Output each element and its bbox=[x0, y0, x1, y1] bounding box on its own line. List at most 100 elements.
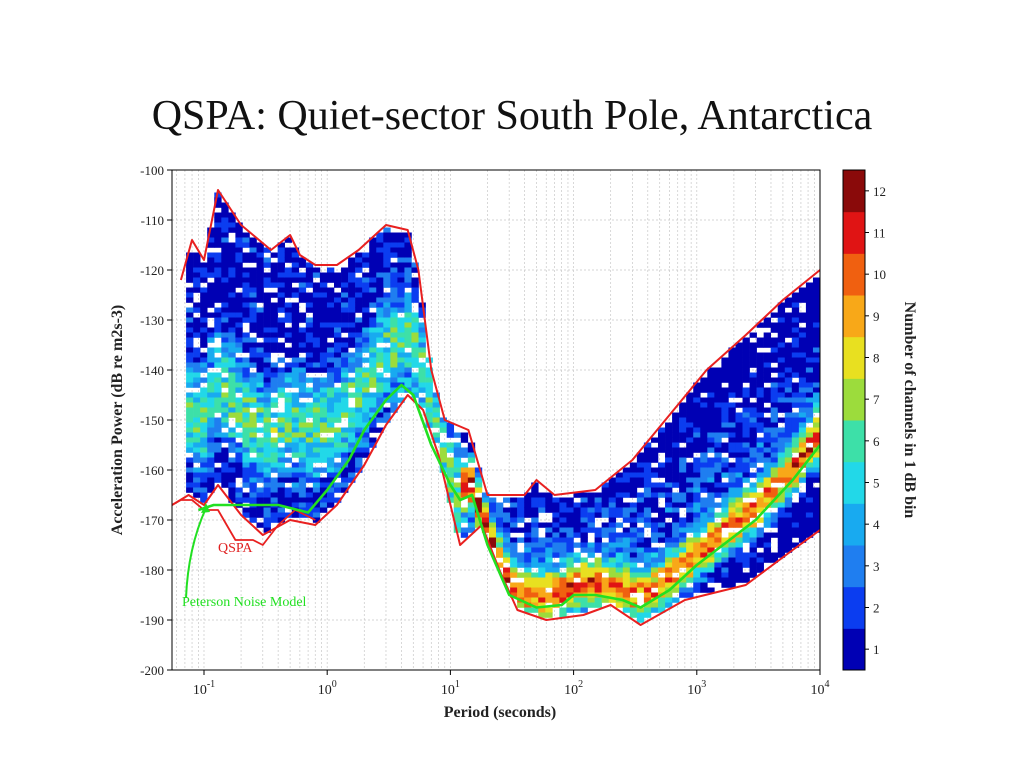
heatmap-cell bbox=[439, 447, 447, 453]
heatmap-cell bbox=[334, 327, 342, 333]
heatmap-cell bbox=[312, 282, 321, 288]
heatmap-cell bbox=[503, 577, 511, 583]
heatmap-cell bbox=[658, 587, 666, 593]
heatmap-cell bbox=[376, 292, 384, 298]
heatmap-cell bbox=[186, 252, 194, 258]
heatmap-cell bbox=[326, 422, 335, 428]
heatmap-cell bbox=[362, 317, 370, 323]
heatmap-cell bbox=[193, 417, 201, 423]
heatmap-cell bbox=[284, 372, 293, 378]
heatmap-cell bbox=[742, 522, 750, 528]
heatmap-cell bbox=[228, 212, 236, 218]
heatmap-cell bbox=[749, 557, 757, 563]
heatmap-cell bbox=[672, 522, 680, 528]
heatmap-cell bbox=[672, 542, 680, 548]
heatmap-cell bbox=[679, 457, 687, 463]
heatmap-cell bbox=[467, 452, 476, 458]
heatmap-cell bbox=[629, 587, 638, 593]
heatmap-cell bbox=[658, 442, 666, 448]
heatmap-cell bbox=[298, 262, 307, 268]
heatmap-cell bbox=[728, 392, 736, 398]
heatmap-cell bbox=[770, 447, 779, 453]
heatmap-cell bbox=[735, 497, 743, 503]
heatmap-cell bbox=[263, 407, 271, 413]
heatmap-cell bbox=[777, 462, 786, 468]
heatmap-cell bbox=[256, 322, 264, 328]
heatmap-cell bbox=[312, 272, 321, 278]
heatmap-cell bbox=[298, 317, 307, 323]
heatmap-cell bbox=[770, 457, 779, 463]
heatmap-cell bbox=[453, 487, 462, 493]
heatmap-cell bbox=[249, 267, 257, 273]
heatmap-cell bbox=[749, 392, 757, 398]
heatmap-cell bbox=[805, 482, 814, 488]
heatmap-cell bbox=[249, 292, 257, 298]
heatmap-cell bbox=[700, 517, 708, 523]
heatmap-cell bbox=[235, 247, 243, 253]
heatmap-cell bbox=[658, 447, 666, 453]
heatmap-cell bbox=[270, 387, 278, 393]
heatmap-cell bbox=[298, 282, 307, 288]
heatmap-cell bbox=[728, 427, 736, 433]
heatmap-cell bbox=[228, 222, 236, 228]
heatmap-cell bbox=[679, 462, 687, 468]
heatmap-cell bbox=[622, 607, 631, 613]
heatmap-cell bbox=[397, 282, 405, 288]
heatmap-cell bbox=[538, 542, 546, 548]
heatmap-cell bbox=[503, 567, 511, 573]
heatmap-cell bbox=[277, 287, 285, 293]
heatmap-cell bbox=[587, 587, 595, 593]
heatmap-cell bbox=[749, 427, 757, 433]
heatmap-cell bbox=[791, 347, 800, 353]
heatmap-cell bbox=[326, 472, 335, 478]
heatmap-cell bbox=[291, 422, 300, 428]
heatmap-cell bbox=[650, 547, 659, 553]
heatmap-cell bbox=[207, 302, 215, 308]
heatmap-cell bbox=[503, 517, 511, 523]
heatmap-cell bbox=[538, 492, 546, 498]
heatmap-cell bbox=[693, 582, 701, 588]
heatmap-cell bbox=[355, 322, 363, 328]
heatmap-cell bbox=[263, 412, 271, 418]
heatmap-cell bbox=[700, 552, 708, 558]
heatmap-cell bbox=[770, 397, 779, 403]
heatmap-cell bbox=[510, 557, 518, 563]
heatmap-cell bbox=[700, 422, 708, 428]
heatmap-cell bbox=[679, 502, 687, 508]
heatmap-cell bbox=[390, 352, 398, 358]
heatmap-cell bbox=[643, 522, 652, 528]
heatmap-cell bbox=[812, 337, 820, 343]
heatmap-cell bbox=[714, 542, 722, 548]
heatmap-cell bbox=[397, 352, 405, 358]
heatmap-cell bbox=[665, 547, 673, 553]
heatmap-cell bbox=[756, 337, 764, 343]
heatmap-cell bbox=[665, 532, 673, 538]
heatmap-cell bbox=[376, 307, 384, 313]
heatmap-cell bbox=[404, 317, 412, 323]
heatmap-cell bbox=[798, 402, 807, 408]
heatmap-cell bbox=[693, 472, 701, 478]
heatmap-cell bbox=[312, 422, 321, 428]
heatmap-cell bbox=[186, 342, 194, 348]
heatmap-cell bbox=[291, 382, 300, 388]
heatmap-cell bbox=[298, 502, 307, 508]
heatmap-cell bbox=[601, 587, 609, 593]
heatmap-cell bbox=[658, 552, 666, 558]
heatmap-cell bbox=[439, 442, 447, 448]
heatmap-cell bbox=[791, 517, 800, 523]
heatmap-cell bbox=[756, 322, 764, 328]
heatmap-cell bbox=[376, 272, 384, 278]
heatmap-cell bbox=[453, 442, 462, 448]
heatmap-cell bbox=[707, 462, 715, 468]
heatmap-cell bbox=[270, 347, 278, 353]
heatmap-cell bbox=[362, 412, 370, 418]
heatmap-cell bbox=[193, 327, 201, 333]
heatmap-cell bbox=[700, 472, 708, 478]
heatmap-cell bbox=[193, 477, 201, 483]
heatmap-cell bbox=[552, 497, 560, 503]
heatmap-cell bbox=[221, 332, 229, 338]
heatmap-cell bbox=[686, 412, 694, 418]
heatmap-cell bbox=[193, 382, 201, 388]
heatmap-cell bbox=[214, 472, 222, 478]
heatmap-cell bbox=[341, 402, 349, 408]
